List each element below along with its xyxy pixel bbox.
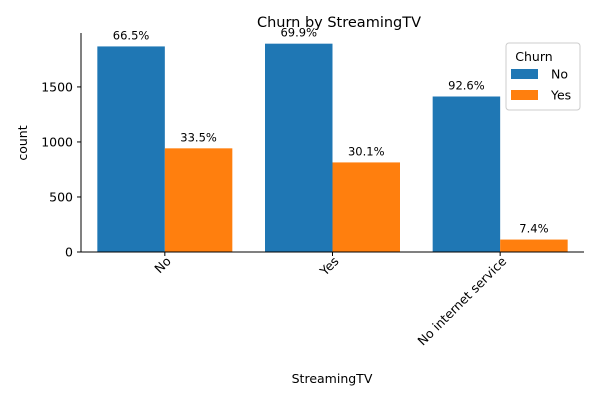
data-label-no-2: 69.9%	[280, 26, 317, 40]
y-tick-label-1: 0	[65, 245, 73, 260]
bar-yes-2	[332, 162, 400, 252]
legend: Churn No Yes	[505, 42, 581, 111]
data-label-yes-1: 33.5%	[180, 130, 217, 144]
data-label-yes-2: 30.1%	[348, 144, 385, 158]
x-tick-label-3: No internet service	[414, 253, 509, 348]
y-tick-label-2: 500	[49, 189, 73, 204]
legend-label-no: No	[551, 67, 568, 82]
x-axis-label: StreamingTV	[292, 371, 373, 386]
x-tick-label-2: Yes	[316, 254, 342, 280]
data-label-yes-3: 7.4%	[519, 222, 548, 236]
y-tick-label-4: 1500	[41, 79, 73, 94]
legend-swatch-yes	[511, 90, 538, 100]
bar-no-1	[97, 46, 165, 252]
bar-no-2	[265, 43, 333, 253]
bar-yes-1	[164, 148, 233, 252]
y-axis-label: count	[15, 125, 30, 160]
bar-yes-3	[500, 239, 568, 252]
data-label-no-1: 66.5%	[113, 28, 150, 42]
bar-no-3	[432, 96, 501, 252]
x-tick-label-1: No	[151, 254, 174, 277]
legend-label-yes: Yes	[550, 88, 571, 103]
chart-title: Churn by StreamingTV	[257, 15, 421, 31]
legend-swatch-no	[511, 69, 538, 79]
data-label-no-3: 92.6%	[448, 78, 485, 92]
y-tick-label-3: 1000	[41, 134, 73, 149]
plot-area: 66.5% 69.9% 92.6% 33.5% 30.1% 7.4% 0 500 1000 150…	[41, 26, 584, 348]
legend-title: Churn	[515, 49, 552, 64]
